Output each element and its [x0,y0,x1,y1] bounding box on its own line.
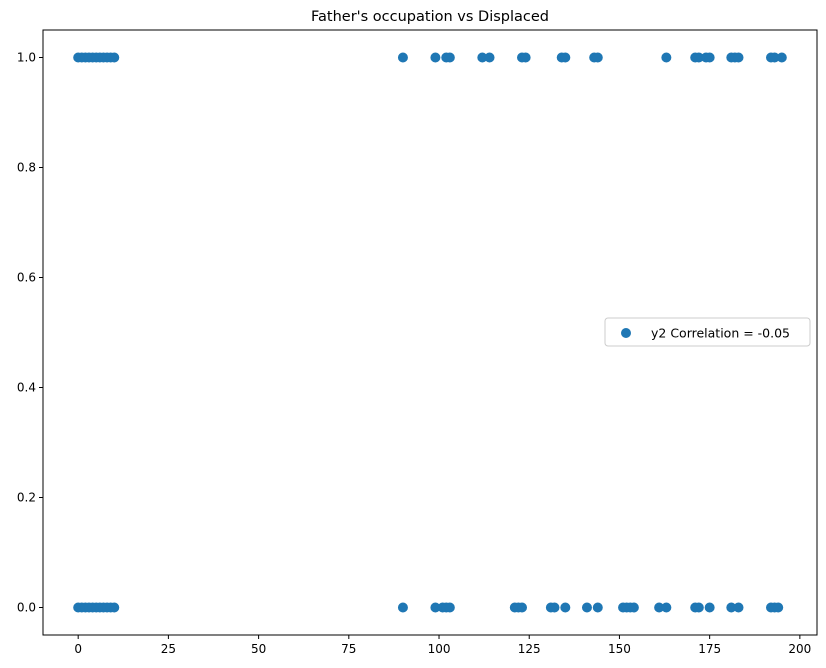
y-tick-label: 0.2 [17,491,36,505]
scatter-point [397,52,408,63]
axes-layer: 0 25 50 75 100 125 150 175 200 0.0 0.2 0.4 0.6 0.8 1.0 [17,29,818,656]
scatter-point [444,52,455,63]
x-tick-label: 200 [788,642,811,656]
scatter-point [430,602,441,613]
scatter-point [560,602,571,613]
scatter-point [109,602,120,613]
y-tick-label: 1.0 [17,51,36,65]
scatter-point [769,52,780,63]
x-tick-label: 25 [161,642,176,656]
x-tick-label: 175 [698,642,721,656]
scatter-point [776,52,787,63]
legend: y2 Correlation = -0.05 [604,317,811,347]
scatter-point [704,52,715,63]
legend-marker [621,328,631,338]
x-tick-label: 75 [341,642,356,656]
y-tick-label: 0.4 [17,381,36,395]
scatter-point [592,602,603,613]
y-tick-label: 0.0 [17,601,36,615]
legend-label: y2 Correlation = -0.05 [651,326,790,341]
scatter-point [477,52,488,63]
scatter-point [560,52,571,63]
scatter-point [549,602,560,613]
points-layer [73,52,787,613]
legend-frame [604,317,811,347]
scatter-point [704,602,715,613]
scatter-point [661,52,672,63]
x-tick-label: 50 [251,642,266,656]
x-tick-label: 150 [608,642,631,656]
scatter-point [628,602,639,613]
scatter-point [654,602,665,613]
y-tick-label: 0.8 [17,161,36,175]
scatter-point [397,602,408,613]
scatter-point [517,602,528,613]
x-tick-label: 0 [74,642,82,656]
scatter-point [581,602,592,613]
scatter-point [520,52,531,63]
scatter-point [484,52,495,63]
scatter-point [693,602,704,613]
y-tick-label: 0.6 [17,271,36,285]
x-tick-label: 125 [518,642,541,656]
scatter-point [726,602,737,613]
x-tick-label: 100 [428,642,451,656]
scatter-point [733,602,744,613]
scatter-point [661,602,672,613]
scatter-point [733,52,744,63]
scatter-point [592,52,603,63]
plot-frame [42,29,818,636]
scatter-point [109,52,120,63]
scatter-point [430,52,441,63]
scatter-point [693,52,704,63]
scatter-point [444,602,455,613]
scatter-point [773,602,784,613]
chart-title: Father's occupation vs Displaced [311,9,549,25]
